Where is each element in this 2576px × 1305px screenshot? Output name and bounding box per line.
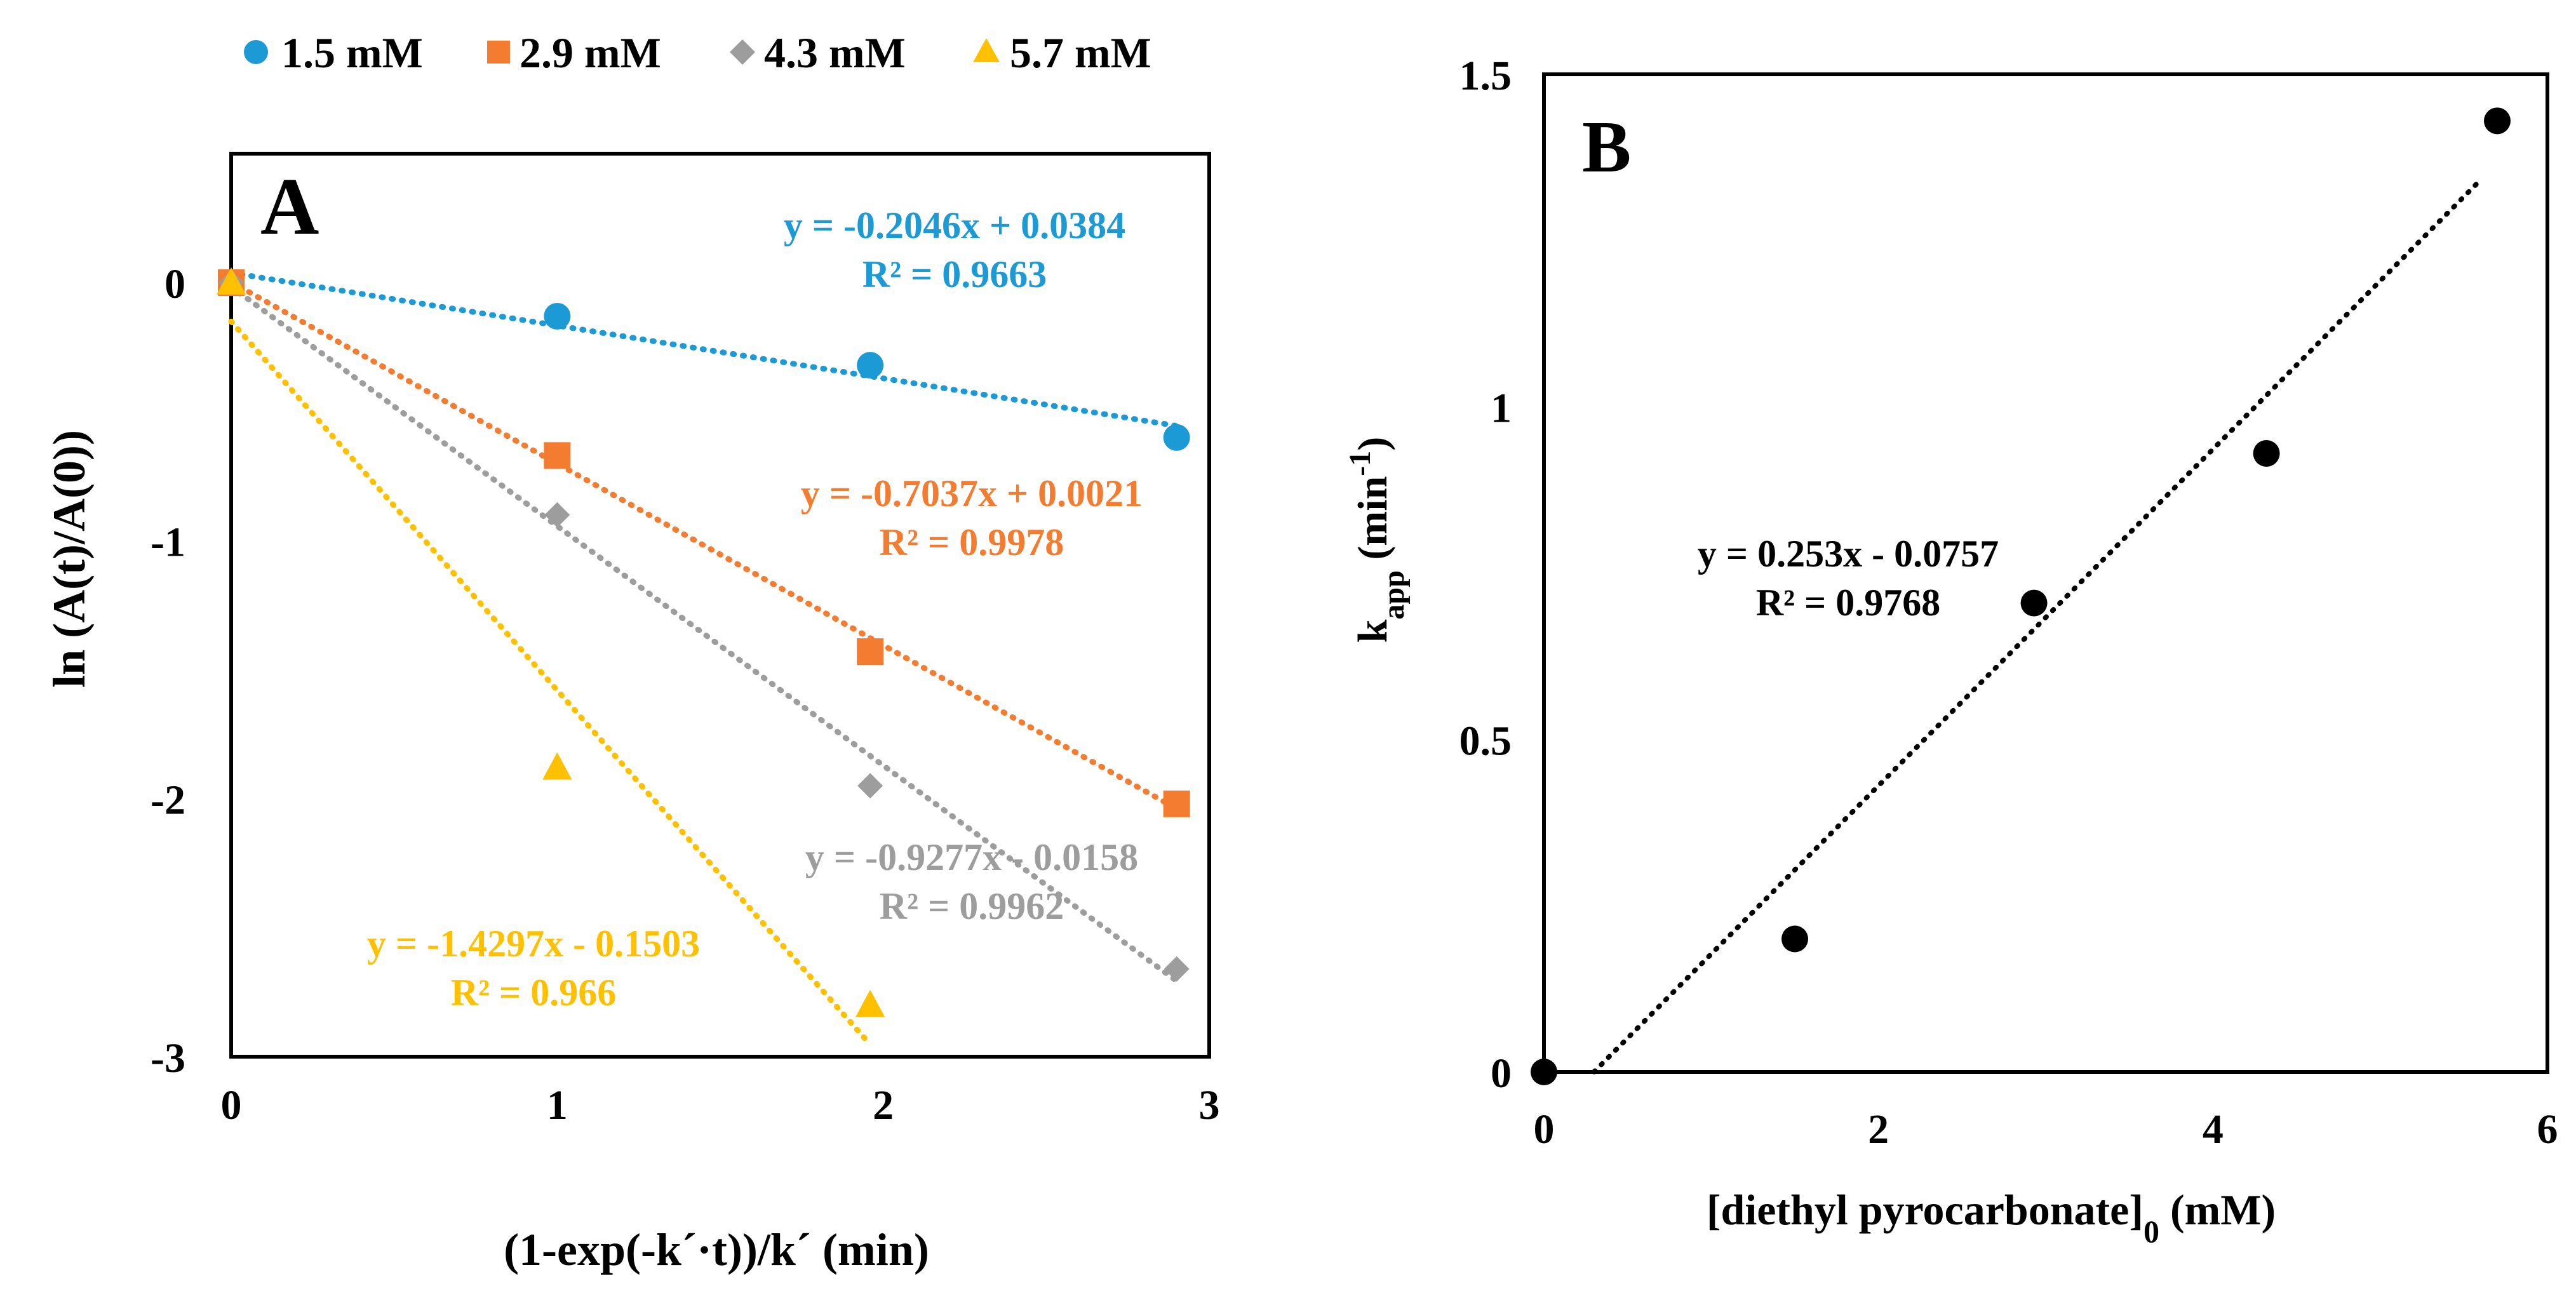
y-axis-label-subscript: app xyxy=(1377,570,1411,619)
trendlines xyxy=(1592,177,2483,1074)
y-axis-label-superscript: -1 xyxy=(1343,451,1377,476)
data-point-circle xyxy=(2253,439,2280,467)
y-tick-labels: 0 -1 -2 -3 xyxy=(151,261,185,1081)
fit-equations: y = 0.253x - 0.0757 R² = 0.9768 xyxy=(1698,533,1999,624)
y-axis-label: kapp (min-1) xyxy=(1343,437,1411,643)
y-axis-label-close: ) xyxy=(1350,437,1396,451)
x-axis-label-unit: (mM) xyxy=(2159,1186,2276,1234)
panel-label: B xyxy=(1582,107,1631,188)
data-point-circle xyxy=(1531,1059,1557,1085)
legend-marker-square xyxy=(487,41,510,64)
data-point-circle xyxy=(2020,589,2048,617)
data-point-triangle xyxy=(216,267,246,295)
legend-marker-triangle xyxy=(973,38,1000,62)
data-points xyxy=(1531,107,2511,1085)
data-point-circle xyxy=(1163,424,1190,451)
x-tick-label: 0 xyxy=(221,1082,242,1128)
trendline-triangle xyxy=(228,318,873,1048)
trendline xyxy=(1592,177,2483,1074)
y-tick-label: 0 xyxy=(1491,1050,1512,1097)
equation-4-3mm: y = -0.9277x - 0.0158 xyxy=(805,836,1138,878)
legend-label: 2.9 mM xyxy=(520,29,661,77)
x-axis-label-subscript: 0 xyxy=(2143,1214,2159,1249)
equation-5-7mm: y = -1.4297x - 0.1503 xyxy=(367,923,700,965)
y-axis-label: ln (A(t)/A(0)) xyxy=(44,430,95,688)
data-point-diamond xyxy=(1164,956,1190,982)
r2-1-5mm: R² = 0.9663 xyxy=(862,253,1047,295)
trendlines xyxy=(228,270,1180,1048)
x-tick-label: 0 xyxy=(1534,1106,1555,1153)
trendline-circle xyxy=(228,270,1180,429)
equation: y = 0.253x - 0.0757 xyxy=(1698,533,1999,575)
data-points xyxy=(216,267,1190,1017)
legend-item-1-5mm: 1.5 mM xyxy=(244,29,423,77)
legend-label: 1.5 mM xyxy=(281,29,423,77)
y-tick-label: -1 xyxy=(151,519,185,565)
data-point-square xyxy=(1163,790,1190,817)
y-tick-label: -2 xyxy=(151,777,185,824)
y-tick-label: 0.5 xyxy=(1459,718,1512,764)
panel-b: B 0 0.5 1 1.5 0 2 4 6 y = 0.253x - 0.0757 R² =… xyxy=(1343,53,2558,1249)
data-point-triangle xyxy=(542,752,572,780)
x-tick-labels: 0 2 4 6 xyxy=(1534,1106,2558,1153)
x-axis-label-main: [diethyl pyrocarbonate] xyxy=(1707,1186,2143,1234)
data-point-triangle xyxy=(855,989,885,1017)
r2-5-7mm: R² = 0.966 xyxy=(451,972,617,1014)
legend-item-4-3mm: 4.3 mM xyxy=(730,29,906,77)
data-point-circle xyxy=(857,352,884,379)
legend-item-5-7mm: 5.7 mM xyxy=(973,29,1151,77)
panel-label: A xyxy=(260,161,319,251)
legend-label: 4.3 mM xyxy=(764,29,906,77)
legend: 1.5 mM 2.9 mM 4.3 mM 5.7 mM xyxy=(244,29,1151,77)
x-tick-label: 3 xyxy=(1199,1082,1220,1128)
data-point-circle xyxy=(544,302,571,330)
fit-equations: y = -0.2046x + 0.0384 R² = 0.9663 y = -0… xyxy=(367,204,1143,1014)
y-tick-label: -3 xyxy=(151,1035,185,1081)
trendline-diamond xyxy=(228,284,1180,984)
y-tick-labels: 0 0.5 1 1.5 xyxy=(1459,53,1512,1097)
data-point-circle xyxy=(2484,107,2511,135)
legend-item-2-9mm: 2.9 mM xyxy=(487,29,661,77)
r2-4-3mm: R² = 0.9962 xyxy=(880,885,1064,927)
data-point-diamond xyxy=(544,502,570,528)
legend-marker-diamond xyxy=(730,39,755,65)
r2: R² = 0.9768 xyxy=(1756,582,1941,624)
y-tick-label: 0 xyxy=(164,261,185,307)
plot-area-frame xyxy=(229,152,1211,1059)
x-tick-label: 2 xyxy=(873,1082,894,1128)
y-axis-label-unit: (min xyxy=(1350,476,1396,571)
x-axis-label: (1-exp(-k´·t))/k´ (min) xyxy=(504,1224,929,1275)
x-tick-label: 1 xyxy=(547,1082,568,1128)
data-point-circle xyxy=(1781,925,1808,953)
x-tick-labels: 0 1 2 3 xyxy=(221,1082,1220,1128)
panel-a: A 0 -1 -2 -3 0 1 2 3 y = -0.2046x + 0.0384 R² … xyxy=(44,152,1220,1275)
y-axis-label-main: k xyxy=(1350,619,1396,643)
data-point-diamond xyxy=(857,773,883,799)
x-tick-label: 2 xyxy=(1868,1106,1889,1153)
data-point-square xyxy=(544,442,571,469)
plot-area-frame xyxy=(1542,72,2549,1074)
x-tick-label: 6 xyxy=(2537,1106,2558,1153)
r2-2-9mm: R² = 0.9978 xyxy=(880,521,1064,563)
equation-2-9mm: y = -0.7037x + 0.0021 xyxy=(801,472,1143,514)
data-point-square xyxy=(857,638,884,666)
x-tick-label: 4 xyxy=(2203,1106,2224,1153)
trendline-square xyxy=(228,279,1180,812)
legend-marker-circle xyxy=(244,40,268,64)
equation-1-5mm: y = -0.2046x + 0.0384 xyxy=(784,204,1125,246)
y-tick-label: 1 xyxy=(1491,385,1512,432)
x-axis-label: [diethyl pyrocarbonate]0 (mM) xyxy=(1707,1186,2276,1249)
legend-label: 5.7 mM xyxy=(1010,29,1151,77)
y-tick-label: 1.5 xyxy=(1459,53,1512,99)
